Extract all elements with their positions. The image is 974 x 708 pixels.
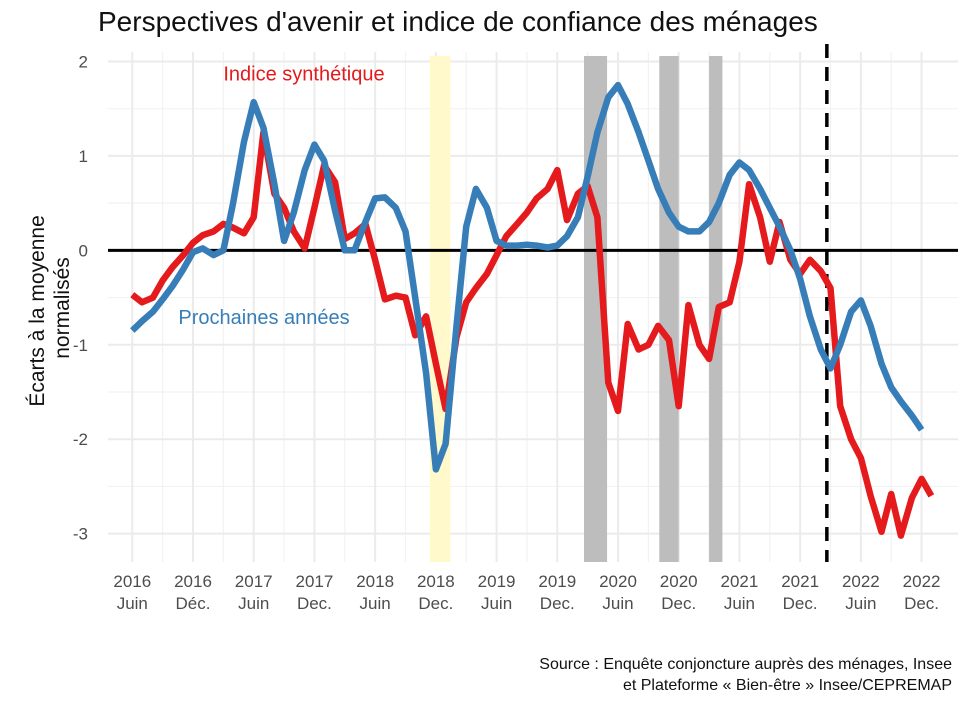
x-tick-year: 2020 <box>599 572 637 591</box>
x-tick-period: Juin <box>481 594 512 613</box>
series-label-1: Indice synthétique <box>223 63 384 85</box>
x-tick-year: 2021 <box>781 572 819 591</box>
x-tick-period: Juin <box>117 594 148 613</box>
y-tick-label: 1 <box>79 147 88 166</box>
source-line-2: et Plateforme « Bien-être » Insee/CEPREM… <box>622 677 952 694</box>
x-tick-period: Juin <box>845 594 876 613</box>
y-axis-label-line-2: normalisés <box>51 257 74 359</box>
y-tick-label: -1 <box>73 336 88 355</box>
x-tick-period: Juin <box>360 594 391 613</box>
x-tick-period: Juin <box>724 594 755 613</box>
y-axis-label: Écarts à la moyenne normalisés <box>26 209 74 406</box>
y-axis-tick-labels: 2 1 0 -1 -2 -3 <box>73 52 88 543</box>
x-tick-year: 2016 <box>174 572 212 591</box>
x-tick-period: Dec. <box>783 594 818 613</box>
y-tick-label: -2 <box>73 430 88 449</box>
x-tick-year: 2022 <box>842 572 880 591</box>
x-axis-tick-labels: 2016 Juin 2016 Déc. 2017 Juin 2017 Dec. 2018 Juin… <box>113 572 940 613</box>
y-tick-label: -3 <box>73 525 88 544</box>
shaded-period <box>584 56 608 562</box>
x-tick-year: 2017 <box>296 572 334 591</box>
x-tick-period: Dec. <box>661 594 696 613</box>
series-label-2: Prochaines années <box>178 307 349 329</box>
y-tick-label: 0 <box>79 241 88 260</box>
source-note: Source : Enquête conjoncture auprès des … <box>539 654 952 696</box>
x-tick-period: Déc. <box>176 594 211 613</box>
x-tick-year: 2018 <box>356 572 394 591</box>
series-line-1 <box>130 129 935 539</box>
x-tick-year: 2021 <box>721 572 759 591</box>
shaded-period <box>429 56 451 562</box>
x-tick-period: Dec. <box>297 594 332 613</box>
x-tick-year: 2017 <box>235 572 273 591</box>
x-tick-year: 2022 <box>903 572 941 591</box>
x-tick-period: Dec. <box>904 594 939 613</box>
x-tick-year: 2016 <box>113 572 151 591</box>
x-tick-year: 2018 <box>417 572 455 591</box>
shaded-period <box>659 56 679 562</box>
x-tick-year: 2019 <box>538 572 576 591</box>
x-tick-year: 2020 <box>660 572 698 591</box>
x-tick-year: 2019 <box>478 572 516 591</box>
source-line-1: Source : Enquête conjoncture auprès des … <box>539 656 952 673</box>
x-tick-period: Dec. <box>418 594 453 613</box>
series-labels: Indice synthétique Prochaines années <box>178 63 384 329</box>
chart-title: Perspectives d'avenir et indice de confi… <box>98 6 818 37</box>
series-lines <box>130 81 935 539</box>
y-tick-label: 2 <box>79 52 88 71</box>
series-line-2 <box>130 81 925 473</box>
x-tick-period: Juin <box>602 594 633 613</box>
y-axis-label-line-1: Écarts à la moyenne <box>26 215 49 406</box>
x-tick-period: Dec. <box>540 594 575 613</box>
x-tick-period: Juin <box>238 594 269 613</box>
